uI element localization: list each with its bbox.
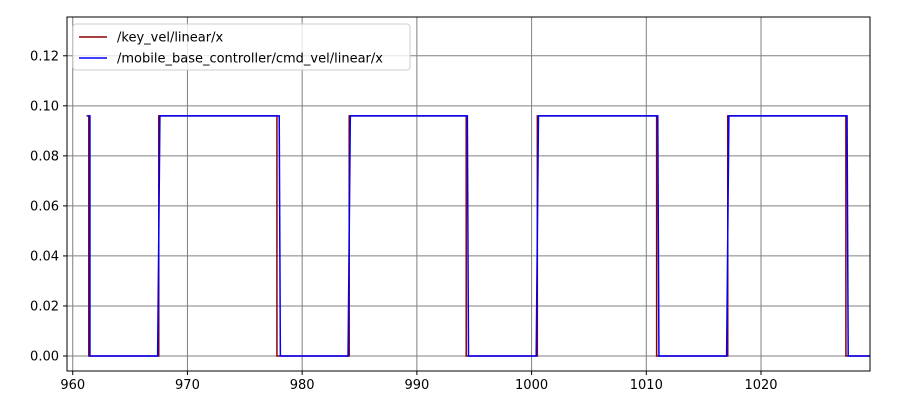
legend-label-key-vel: /key_vel/linear/x [117, 31, 223, 46]
plot-area-frame [66, 16, 871, 372]
grid-lines [67, 17, 870, 371]
y-tick-label: 0.10 [30, 99, 59, 114]
x-tick-label: 1000 [515, 378, 548, 393]
x-tick-label: 980 [290, 378, 315, 393]
legend: /key_vel/linear/x /mobile_base_controlle… [72, 23, 411, 71]
series-line-cmd-vel [87, 115, 870, 357]
x-tick-label: 960 [60, 378, 85, 393]
x-tick-label: 1020 [744, 378, 777, 393]
x-axis-ticks: 960 970 980 990 1000 1010 1020 [60, 371, 778, 393]
y-tick-label: 0.12 [30, 49, 59, 64]
legend-box [72, 23, 411, 71]
y-tick-label: 0.02 [30, 299, 59, 314]
y-tick-label: 0.04 [30, 249, 59, 264]
y-tick-label: 0.06 [30, 199, 59, 214]
y-axis-ticks: 0.00 0.02 0.04 0.06 0.08 0.10 0.12 [30, 49, 67, 364]
x-tick-label: 1010 [630, 378, 663, 393]
y-tick-label: 0.08 [30, 149, 59, 164]
series-lines [86, 115, 870, 357]
legend-label-cmd-vel: /mobile_base_controller/cmd_vel/linear/x [117, 52, 383, 67]
y-tick-label: 0.00 [30, 349, 59, 364]
series-line-key-vel [86, 115, 870, 357]
x-tick-label: 970 [175, 378, 200, 393]
x-tick-label: 990 [404, 378, 429, 393]
